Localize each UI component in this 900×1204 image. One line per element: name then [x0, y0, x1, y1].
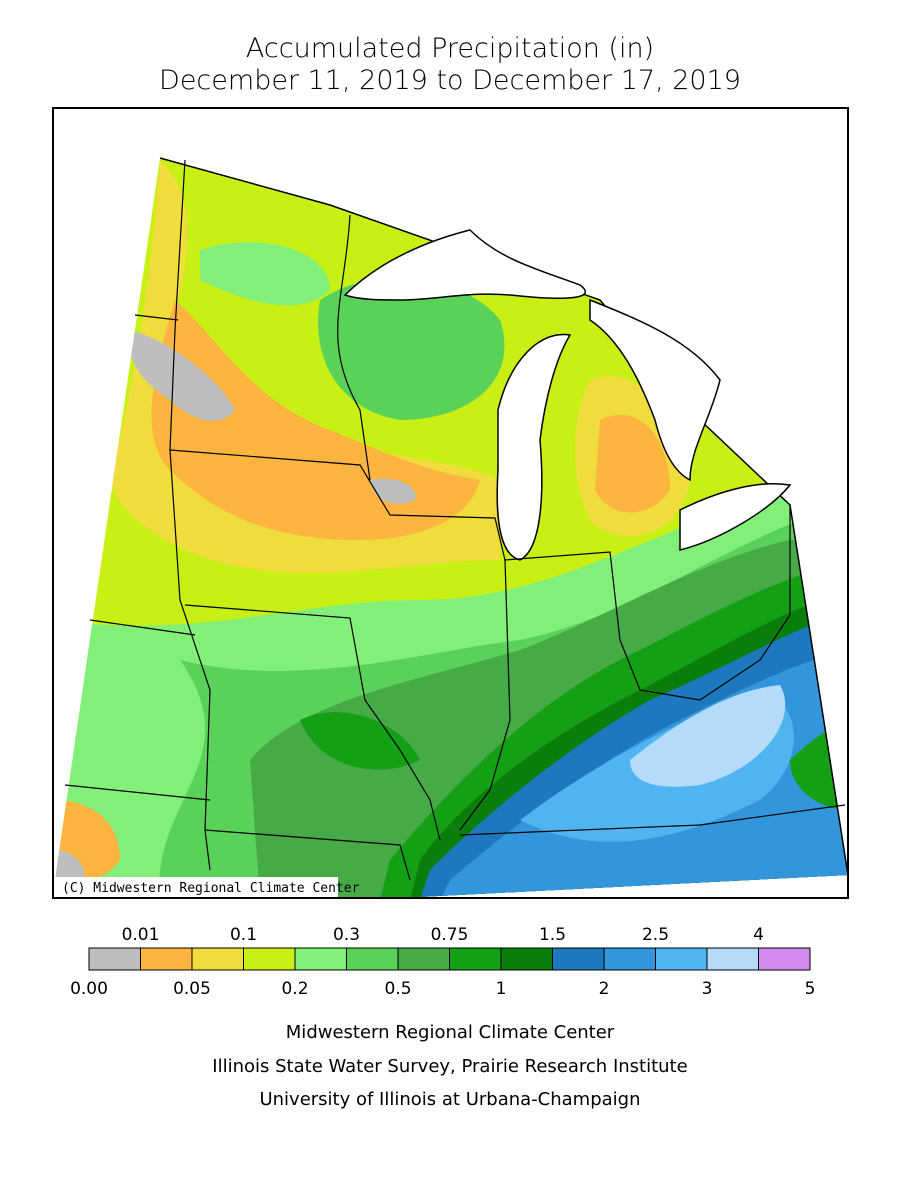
legend-label: 0.2 [281, 979, 308, 999]
footer-line: Illinois State Water Survey, Prairie Res… [212, 1056, 687, 1077]
legend-swatch [140, 947, 193, 971]
legend: 0.00 0.05 0.2 0.5 1 2 3 5 0.01 0.1 0.3 0.75 1.5 2.5 4 [70, 925, 815, 999]
footer-line: Midwestern Regional Climate Center [286, 1022, 615, 1043]
legend-label: 3 [702, 979, 713, 999]
map-credit: (C) Midwestern Regional Climate Center [62, 881, 360, 896]
legend-swatch [397, 947, 450, 971]
legend-swatch [346, 947, 399, 971]
legend-label: 1 [496, 979, 507, 999]
legend-swatch [552, 947, 605, 971]
legend-swatch [449, 947, 502, 971]
subtitle: December 11, 2019 to December 17, 2019 [159, 65, 741, 96]
legend-swatch [655, 947, 708, 971]
legend-label: 0.75 [431, 925, 469, 945]
legend-label: 5 [805, 979, 816, 999]
legend-swatch [294, 947, 347, 971]
legend-swatch [243, 947, 296, 971]
map: (C) Midwestern Regional Climate Center [52, 107, 849, 899]
legend-label: 0.05 [173, 979, 211, 999]
legend-label: 2 [599, 979, 610, 999]
legend-swatch [191, 947, 244, 971]
title: Accumulated Precipitation (in) [246, 33, 654, 64]
legend-swatch [758, 947, 811, 971]
legend-label: 0.1 [230, 925, 257, 945]
legend-swatch [603, 947, 656, 971]
legend-label: 1.5 [539, 925, 566, 945]
legend-label: 4 [753, 925, 764, 945]
legend-swatch [500, 947, 553, 971]
legend-swatch [706, 947, 759, 971]
legend-swatch [88, 947, 141, 971]
legend-label: 0.5 [384, 979, 411, 999]
legend-label: 0.00 [70, 979, 108, 999]
footer-line: University of Illinois at Urbana-Champai… [259, 1089, 640, 1110]
legend-label: 0.01 [122, 925, 160, 945]
legend-label: 2.5 [642, 925, 669, 945]
legend-label: 0.3 [333, 925, 360, 945]
